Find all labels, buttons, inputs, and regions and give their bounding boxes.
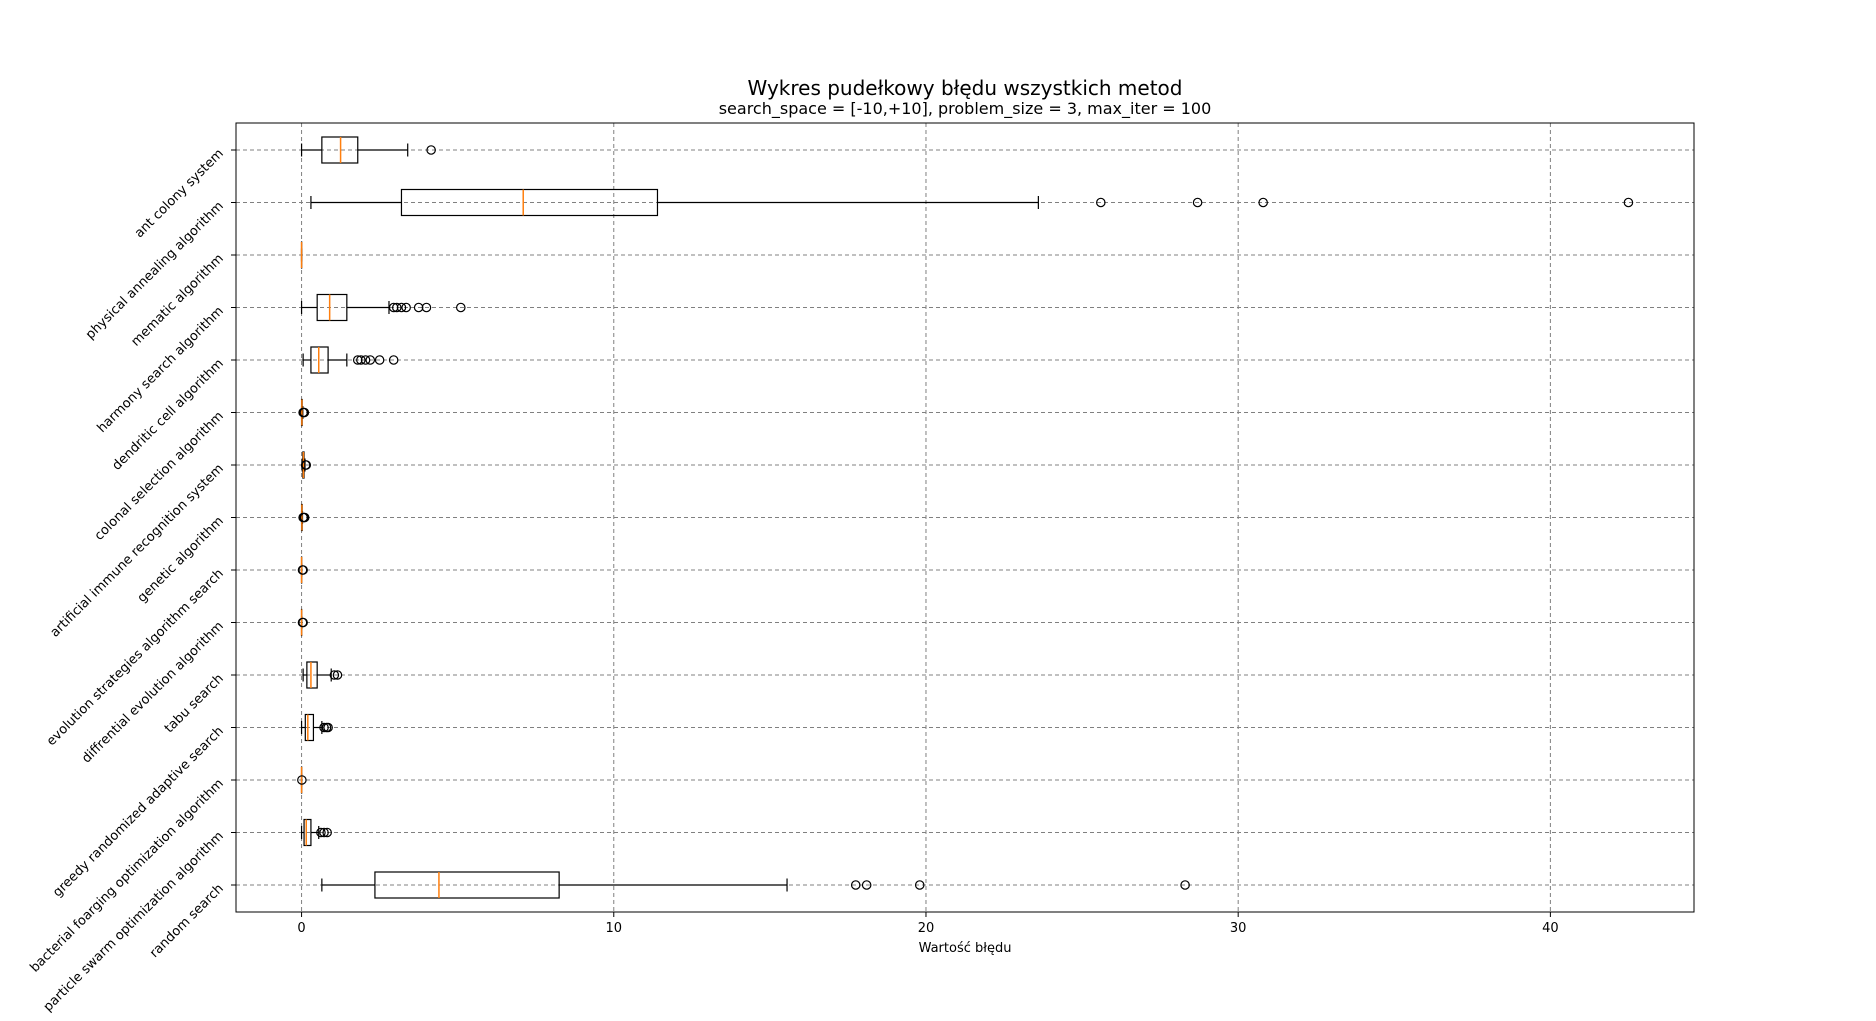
- x-tick-label: 20: [918, 921, 935, 936]
- box-element: [302, 346, 399, 374]
- box-element: [298, 398, 310, 427]
- outlier-point: [388, 355, 399, 365]
- outlier-point: [322, 827, 332, 838]
- box-iqr: [400, 188, 659, 217]
- outlier-point: [298, 565, 308, 575]
- outlier-point: [323, 722, 333, 733]
- box-element: [300, 451, 312, 479]
- box-element: [310, 188, 1634, 217]
- outlier-point: [299, 512, 310, 523]
- x-axis-label: Wartość błędu: [919, 941, 1012, 956]
- outlier-point: [356, 355, 366, 365]
- outlier-point: [914, 880, 925, 890]
- box-iqr: [310, 346, 329, 374]
- chart-title: Wykres pudełkowy błędu wszystkich metod: [748, 76, 1183, 100]
- outlier-point: [316, 827, 326, 838]
- grid-lines: [236, 123, 1694, 912]
- outlier-point: [861, 880, 872, 890]
- box-element: [297, 608, 308, 637]
- box-element: [302, 661, 343, 689]
- outlier-point: [401, 302, 411, 313]
- box-element: [300, 293, 466, 322]
- box-element: [297, 766, 307, 794]
- y-tick-label: bacterial foarging optimization algorith…: [27, 776, 226, 975]
- outlier-point: [421, 302, 432, 313]
- outlier-point: [319, 722, 329, 733]
- box-iqr: [374, 871, 560, 899]
- x-tick-label: 10: [605, 921, 622, 936]
- outlier-point: [298, 617, 308, 628]
- outlier-point: [374, 355, 385, 365]
- outlier-point: [299, 407, 310, 418]
- box-element: [321, 871, 1190, 899]
- outlier-point: [1180, 880, 1190, 890]
- outlier-point: [301, 460, 312, 470]
- box-iqr: [306, 661, 318, 689]
- outlier-point: [1623, 197, 1634, 208]
- outlier-point: [297, 775, 307, 785]
- outlier-point: [396, 302, 407, 313]
- outlier-point: [365, 355, 376, 365]
- box-element: [297, 556, 308, 584]
- box-iqr: [321, 136, 359, 164]
- outlier-point: [1192, 197, 1203, 208]
- y-tick-label: mematic algorithm: [129, 251, 227, 349]
- outlier-point: [319, 827, 329, 838]
- box-iqr: [316, 293, 348, 322]
- box-iqr: [303, 818, 312, 847]
- box-element: [300, 713, 333, 742]
- chart-subtitle: search_space = [-10,+10], problem_size =…: [719, 99, 1212, 119]
- outlier-point: [332, 670, 343, 680]
- box-element: [298, 503, 310, 532]
- x-tick-label: 40: [1542, 921, 1559, 936]
- outlier-point: [426, 145, 436, 155]
- outlier-point: [850, 880, 861, 890]
- outlier-point: [360, 355, 371, 365]
- box-element: [300, 818, 332, 847]
- y-tick-label: ant colony system: [132, 146, 227, 241]
- box-iqr: [304, 713, 315, 742]
- outlier-point: [1096, 197, 1106, 208]
- x-tick-label: 0: [297, 921, 305, 936]
- boxes: [297, 136, 1634, 899]
- y-tick-label: particle swarm optimization algorithm: [41, 829, 227, 1015]
- outlier-point: [391, 302, 402, 313]
- outlier-point: [1258, 197, 1268, 208]
- outlier-point: [329, 670, 340, 680]
- x-tick-label: 30: [1230, 921, 1247, 936]
- box-element: [300, 136, 436, 164]
- outlier-point: [455, 302, 466, 313]
